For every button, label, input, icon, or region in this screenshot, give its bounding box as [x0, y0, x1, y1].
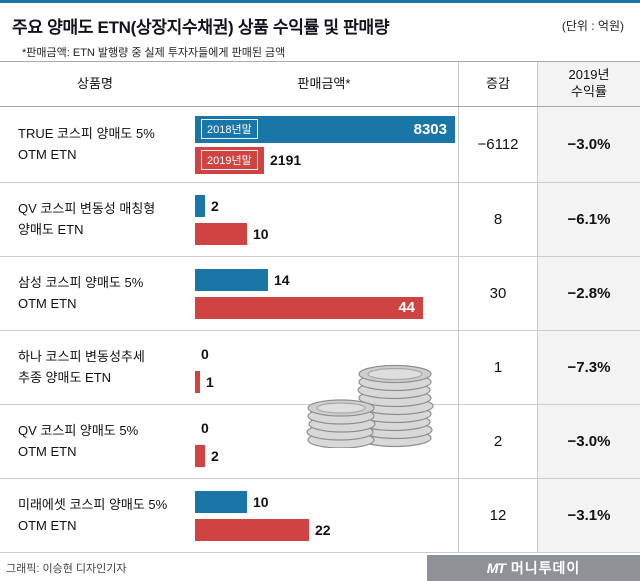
product-name: 삼성 코스피 양매도 5% OTM ETN — [18, 274, 144, 311]
sales-bars: 10 22 — [190, 479, 458, 552]
sales-bars: 14 44 — [190, 257, 458, 330]
footnote: *판매금액: ETN 발행량 중 실제 투자자들에게 판매된 금액 — [22, 47, 286, 59]
data-table: 상품명 판매금액* 증감 2019년 수익률 TRUE 코스피 양매도 5% OT… — [0, 61, 640, 553]
return-value: −6.1% — [537, 183, 640, 256]
bar-2019: 44 — [195, 296, 423, 319]
product-name: TRUE 코스피 양매도 5% OTM ETN — [18, 125, 155, 162]
product-name: 미래에셋 코스피 양매도 5% OTM ETN — [18, 496, 168, 533]
bar-value: 22 — [315, 521, 331, 538]
column-header-return-line2: 수익률 — [571, 84, 607, 99]
bar-2018 — [195, 268, 268, 291]
column-header-change: 증감 — [458, 62, 537, 106]
change-value: 30 — [458, 257, 537, 330]
top-accent-bar — [0, 0, 640, 3]
table-body: TRUE 코스피 양매도 5% OTM ETN 2018년말 8303 2019년말 2… — [0, 107, 640, 553]
sales-bars: 2 10 — [190, 183, 458, 256]
bar-value: 44 — [398, 299, 415, 316]
change-value: 1 — [458, 331, 537, 404]
column-header-product: 상품명 — [77, 75, 113, 91]
change-value: 8 — [458, 183, 537, 256]
credit-text: 그래픽: 이승현 디자인기자 — [6, 562, 127, 575]
bar-2019 — [195, 222, 247, 245]
bar-2019 — [195, 518, 309, 541]
return-value: −3.1% — [537, 479, 640, 552]
table-row: QV 코스피 변동성 매칭형 양매도 ETN 2 10 8 −6.1% — [0, 183, 640, 257]
return-value: −3.0% — [537, 405, 640, 478]
bar-value: 8303 — [413, 120, 447, 138]
bar-value: 2 — [211, 197, 219, 214]
header: 주요 양매도 ETN(상장지수채권) 상품 수익률 및 판매량 (단위 : 억원… — [0, 3, 640, 61]
column-header-return: 2019년 수익률 — [537, 62, 640, 106]
bar-value: 14 — [274, 271, 290, 288]
bar-value: 10 — [253, 493, 269, 510]
bar-value: 0 — [201, 419, 209, 436]
sales-bars: 2018년말 8303 2019년말 2191 — [190, 107, 458, 182]
bar-value: 10 — [253, 225, 269, 242]
return-value: −7.3% — [537, 331, 640, 404]
page-title: 주요 양매도 ETN(상장지수채권) 상품 수익률 및 판매량 — [12, 18, 390, 37]
legend-label-2018: 2018년말 — [201, 119, 258, 139]
return-value: −2.8% — [537, 257, 640, 330]
bar-2019 — [195, 370, 200, 393]
bar-2018 — [195, 490, 247, 513]
column-header-return-line1: 2019년 — [568, 67, 610, 83]
mt-logo-mark: MT — [486, 560, 506, 576]
table-row: 미래에셋 코스피 양매도 5% OTM ETN 10 22 12 −3.1% — [0, 479, 640, 553]
moneytoday-logo-text: 머니투데이 — [510, 560, 581, 576]
return-value: −3.0% — [537, 107, 640, 182]
change-value: −6112 — [458, 107, 537, 182]
change-value: 12 — [458, 479, 537, 552]
bar-2018: 2018년말 8303 — [195, 115, 455, 143]
bar-value: 2 — [211, 447, 219, 464]
bar-2019 — [195, 444, 205, 467]
bar-value: 2191 — [270, 152, 302, 168]
moneytoday-logo: MT 머니투데이 — [427, 555, 640, 581]
change-value: 2 — [458, 405, 537, 478]
bar-value: 1 — [206, 373, 214, 390]
bar-value: 0 — [201, 345, 209, 362]
unit-label: (단위 : 억원) — [561, 19, 624, 33]
product-name: QV 코스피 양매도 5% OTM ETN — [18, 422, 139, 459]
bar-2018 — [195, 194, 205, 217]
column-header-sales: 판매금액* — [297, 75, 351, 91]
legend-label-2019: 2019년말 — [201, 150, 258, 170]
bar-2019: 2019년말 — [195, 146, 264, 174]
product-name: QV 코스피 변동성 매칭형 양매도 ETN — [18, 200, 156, 237]
product-name: 하나 코스피 변동성추세 추종 양매도 ETN — [18, 348, 145, 385]
table-row: 삼성 코스피 양매도 5% OTM ETN 14 44 30 −2.8% — [0, 257, 640, 331]
footer: 그래픽: 이승현 디자인기자 MT 머니투데이 — [0, 554, 640, 581]
table-header-row: 상품명 판매금액* 증감 2019년 수익률 — [0, 61, 640, 107]
table-row: TRUE 코스피 양매도 5% OTM ETN 2018년말 8303 2019년말 2… — [0, 107, 640, 183]
